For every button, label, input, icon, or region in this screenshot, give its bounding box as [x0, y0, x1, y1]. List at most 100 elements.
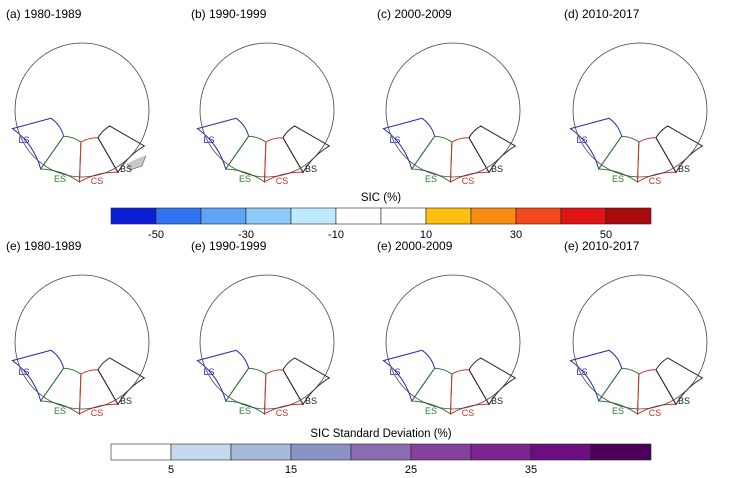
- sector-ls: [11, 117, 65, 171]
- colorbar-tick: -10: [328, 229, 344, 241]
- sector-bs: [282, 125, 331, 174]
- sector-bs: [97, 125, 146, 174]
- colorbar-cell: [425, 207, 472, 225]
- map-outline: [385, 274, 521, 410]
- label-ls: LS: [389, 367, 400, 377]
- sector-bs: [655, 125, 704, 174]
- label-ls: LS: [203, 367, 214, 377]
- ocean-disc: [200, 275, 334, 409]
- map-panel: LS ES CS BS (a) 1980-1989: [6, 7, 150, 186]
- region-sectors: [196, 117, 331, 183]
- label-es: ES: [239, 406, 251, 416]
- colorbar-std: SIC Standard Deviation (%) 5 15 25 35: [110, 428, 652, 476]
- label-cs: CS: [276, 408, 289, 418]
- colorbar-cell: [605, 207, 652, 225]
- colorbar-cell: [350, 443, 412, 461]
- colorbar-tick: 5: [168, 464, 174, 476]
- label-cs: CS: [462, 408, 475, 418]
- colorbar-cell: [290, 443, 352, 461]
- panel-title: (e) 2000-2009: [377, 239, 453, 253]
- map-panel: LS ES CS BS (b) 1990-1999: [191, 7, 335, 186]
- label-ls: LS: [203, 135, 214, 145]
- map-panel: LS ES CS BS (e) 1980-1989: [6, 239, 150, 418]
- colorbar-tick: 30: [510, 229, 522, 241]
- panel-title: (a) 1980-1989: [6, 7, 82, 21]
- label-cs: CS: [91, 176, 104, 186]
- colorbar-cell: [155, 207, 202, 225]
- map-grid: LS ES CS BS (a) 1980-1989 LS ES CS BS (b) 1990-19…: [6, 7, 708, 418]
- label-es: ES: [54, 406, 66, 416]
- colorbar-cell: [335, 207, 382, 225]
- colorbar-sic: SIC (%) -50 -30 -10 10 30 50: [110, 192, 652, 241]
- colorbar-tick: 15: [285, 464, 297, 476]
- map-outline: [14, 274, 150, 410]
- map-panel: LS ES CS BS (e) 2010-2017: [564, 239, 708, 418]
- colorbar-tick: 50: [600, 229, 612, 241]
- region-sectors: [196, 349, 331, 415]
- colorbar-cell: [245, 207, 292, 225]
- label-ls: LS: [18, 135, 29, 145]
- label-cs: CS: [91, 408, 104, 418]
- colorbar-cell: [470, 207, 517, 225]
- map-panel: LS ES CS BS (e) 2000-2009: [377, 239, 521, 418]
- label-ls: LS: [389, 135, 400, 145]
- sector-ls: [196, 349, 250, 403]
- colorbar-cell: [560, 207, 607, 225]
- label-cs: CS: [276, 176, 289, 186]
- colorbar-title: SIC Standard Deviation (%): [310, 428, 451, 440]
- label-ls: LS: [576, 367, 587, 377]
- label-es: ES: [54, 174, 66, 184]
- panel-title: (e) 1990-1999: [191, 239, 267, 253]
- label-es: ES: [612, 174, 624, 184]
- label-bs: BS: [678, 164, 690, 174]
- colorbar-cell: [470, 443, 532, 461]
- label-bs: BS: [305, 164, 317, 174]
- colorbar-cell: [410, 443, 472, 461]
- sector-bs: [468, 125, 517, 174]
- ocean-disc: [386, 43, 520, 177]
- ocean-disc: [573, 275, 707, 409]
- label-cs: CS: [462, 176, 475, 186]
- panel-title: (c) 2000-2009: [377, 7, 452, 21]
- label-es: ES: [425, 174, 437, 184]
- panel-title: (b) 1990-1999: [191, 7, 267, 21]
- colorbar-cell: [530, 443, 592, 461]
- label-es: ES: [612, 406, 624, 416]
- colorbar-tick: 35: [525, 464, 537, 476]
- colorbar-tick: 10: [420, 229, 432, 241]
- map-panel: LS ES CS BS (e) 1990-1999: [191, 239, 335, 418]
- region-sectors: [382, 349, 517, 415]
- label-bs: BS: [678, 396, 690, 406]
- region-sectors: [11, 117, 146, 183]
- panel-title: (e) 1980-1989: [6, 239, 82, 253]
- ocean-disc: [15, 43, 149, 177]
- ocean-disc: [15, 275, 149, 409]
- map-outline: [199, 42, 335, 178]
- sector-ls: [382, 349, 436, 403]
- label-bs: BS: [491, 164, 503, 174]
- map-outline: [572, 274, 708, 410]
- colorbar-title: SIC (%): [361, 192, 401, 204]
- map-panel: LS ES CS BS (c) 2000-2009: [377, 7, 521, 186]
- label-es: ES: [425, 406, 437, 416]
- sector-bs: [468, 357, 517, 406]
- colorbar-tick: -50: [148, 229, 164, 241]
- panel-title: (d) 2010-2017: [564, 7, 640, 21]
- sector-bs: [282, 357, 331, 406]
- sector-ls: [569, 349, 623, 403]
- colorbar-cell: [290, 207, 337, 225]
- label-ls: LS: [18, 367, 29, 377]
- colorbar-cell: [200, 207, 247, 225]
- region-sectors: [569, 349, 704, 415]
- colorbar-cell: [380, 207, 427, 225]
- label-cs: CS: [649, 408, 662, 418]
- sector-ls: [382, 117, 436, 171]
- colorbar-cell: [515, 207, 562, 225]
- label-bs: BS: [120, 396, 132, 406]
- colorbar-cell: [110, 443, 172, 461]
- map-panel: LS ES CS BS (d) 2010-2017: [564, 7, 708, 186]
- sector-ls: [569, 117, 623, 171]
- colorbar-tick: 25: [405, 464, 417, 476]
- colorbar-cell: [230, 443, 292, 461]
- label-bs: BS: [491, 396, 503, 406]
